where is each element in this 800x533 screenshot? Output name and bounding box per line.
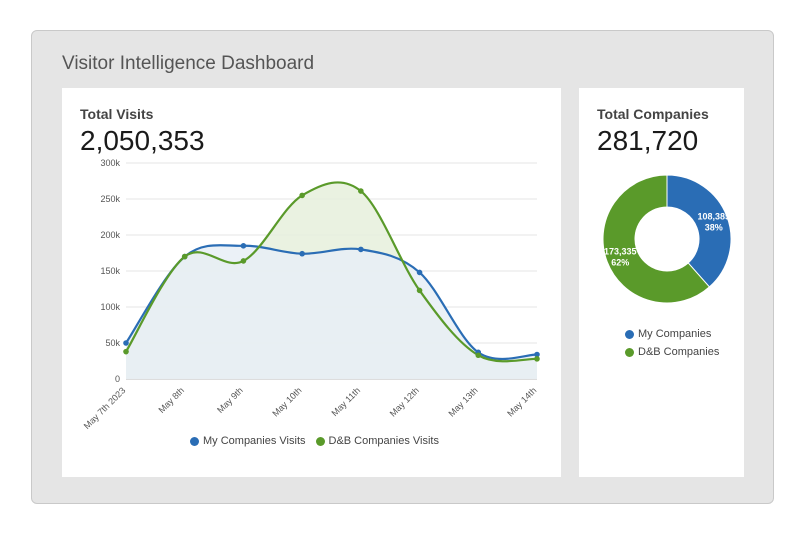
x-tick-label: May 10th — [270, 385, 303, 418]
dnb-companies-visits-legend-label[interactable]: D&B Companies Visits — [328, 435, 439, 447]
y-tick-label: 0 — [115, 374, 120, 384]
dnb-companies-visits-point[interactable] — [475, 352, 482, 359]
my-companies-visits-point[interactable] — [416, 269, 423, 276]
dnb-companies-slice[interactable] — [602, 174, 711, 304]
my-companies-visits-area — [126, 245, 537, 379]
visits-legend: My Companies Visits D&B Companies Visits — [190, 435, 439, 447]
dnb-companies-visits-point[interactable] — [534, 356, 540, 362]
visits-area-chart: 0 50k 100k 150k 200k 250k 300k May 7th 2023 May … — [82, 158, 540, 431]
my-companies-visits-point[interactable] — [123, 340, 129, 346]
y-tick-label: 200k — [100, 230, 120, 240]
dnb-companies-visits-point[interactable] — [416, 287, 423, 294]
y-tick-label: 150k — [100, 266, 120, 276]
my-companies-visits-point[interactable] — [240, 243, 247, 249]
y-tick-label: 50k — [105, 338, 120, 348]
my-companies-visits-legend-label[interactable]: My Companies Visits — [203, 435, 306, 447]
y-tick-label: 300k — [100, 158, 120, 168]
my-companies-visits-legend-dot — [190, 436, 199, 446]
my-companies-visits-point[interactable] — [299, 250, 305, 257]
dnb-companies-legend-label: D&B Companies — [638, 346, 720, 358]
my-companies-slice[interactable] — [666, 174, 732, 288]
x-tick-label: May 9th — [215, 385, 245, 415]
total-visits-value: 2,050,353 — [80, 125, 205, 156]
slice-percent-label: 62% — [611, 258, 629, 268]
x-tick-label: May 13th — [446, 385, 479, 418]
dnb-companies-visits-point[interactable] — [358, 188, 364, 194]
slice-value-label: 108,385 — [697, 211, 730, 221]
total-visits-label: Total Visits — [80, 106, 154, 122]
dashboard-panel: Visitor Intelligence Dashboard Total Vis… — [31, 30, 774, 504]
companies-legend-item-my[interactable]: My Companies — [625, 328, 711, 340]
x-tick-label: May 8th — [156, 385, 186, 415]
x-tick-label: May 12th — [388, 385, 421, 418]
total-companies-label: Total Companies — [597, 106, 709, 122]
dashboard-title: Visitor Intelligence Dashboard — [62, 53, 315, 74]
my-companies-legend-dot — [625, 329, 634, 339]
y-tick-label: 250k — [100, 194, 120, 204]
dnb-companies-visits-legend-dot — [315, 436, 325, 446]
y-tick-label: 100k — [100, 302, 120, 312]
dnb-companies-visits-point[interactable] — [181, 253, 188, 260]
dnb-companies-legend-dot — [625, 347, 634, 357]
dnb-companies-visits-point[interactable] — [123, 348, 129, 355]
total-visits-card: Total Visits 2,050,353 0 50k 100k 150k 200k 2… — [62, 88, 561, 477]
dnb-companies-visits-point[interactable] — [240, 258, 247, 264]
dnb-companies-visits-point[interactable] — [299, 192, 305, 199]
x-tick-label: May 11th — [329, 385, 362, 418]
total-companies-card: Total Companies 281,720 108,385 38% 173,33… — [579, 88, 744, 477]
my-companies-visits-point[interactable] — [358, 246, 364, 253]
slice-value-label: 173,335 — [604, 247, 637, 257]
my-companies-visits-point[interactable] — [534, 351, 540, 358]
my-companies-legend-label: My Companies — [638, 328, 712, 340]
x-tick-label: May 7th 2023 — [82, 385, 128, 431]
companies-legend-item-dnb[interactable]: D&B Companies — [625, 346, 719, 358]
x-tick-label: May 14th — [505, 385, 538, 418]
total-companies-value: 281,720 — [597, 125, 699, 156]
slice-percent-label: 38% — [705, 222, 723, 232]
